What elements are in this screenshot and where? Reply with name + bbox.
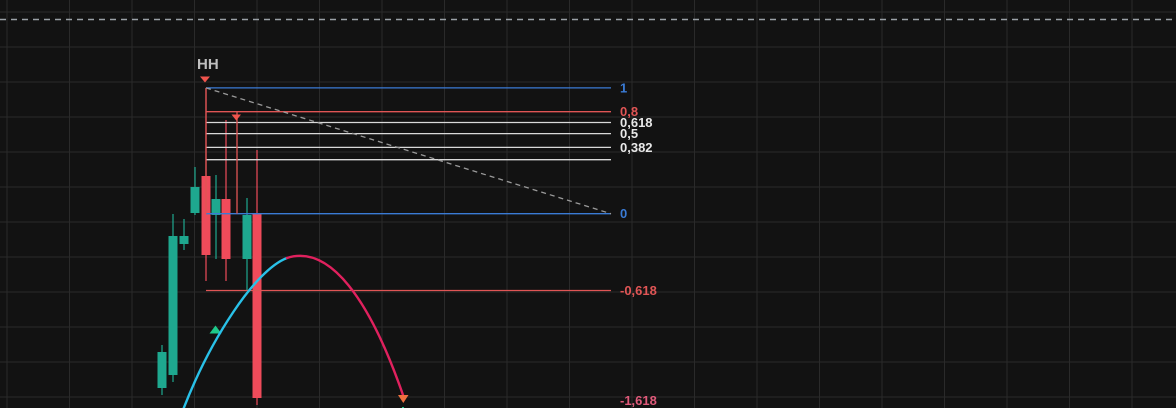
svg-text:0: 0 <box>620 206 627 221</box>
svg-text:-1,618: -1,618 <box>620 393 657 408</box>
svg-text:0,382: 0,382 <box>620 140 653 155</box>
svg-text:-0,618: -0,618 <box>620 283 657 298</box>
svg-text:0,5: 0,5 <box>620 126 638 141</box>
svg-text:HH: HH <box>197 56 219 73</box>
svg-text:1: 1 <box>620 80 627 95</box>
